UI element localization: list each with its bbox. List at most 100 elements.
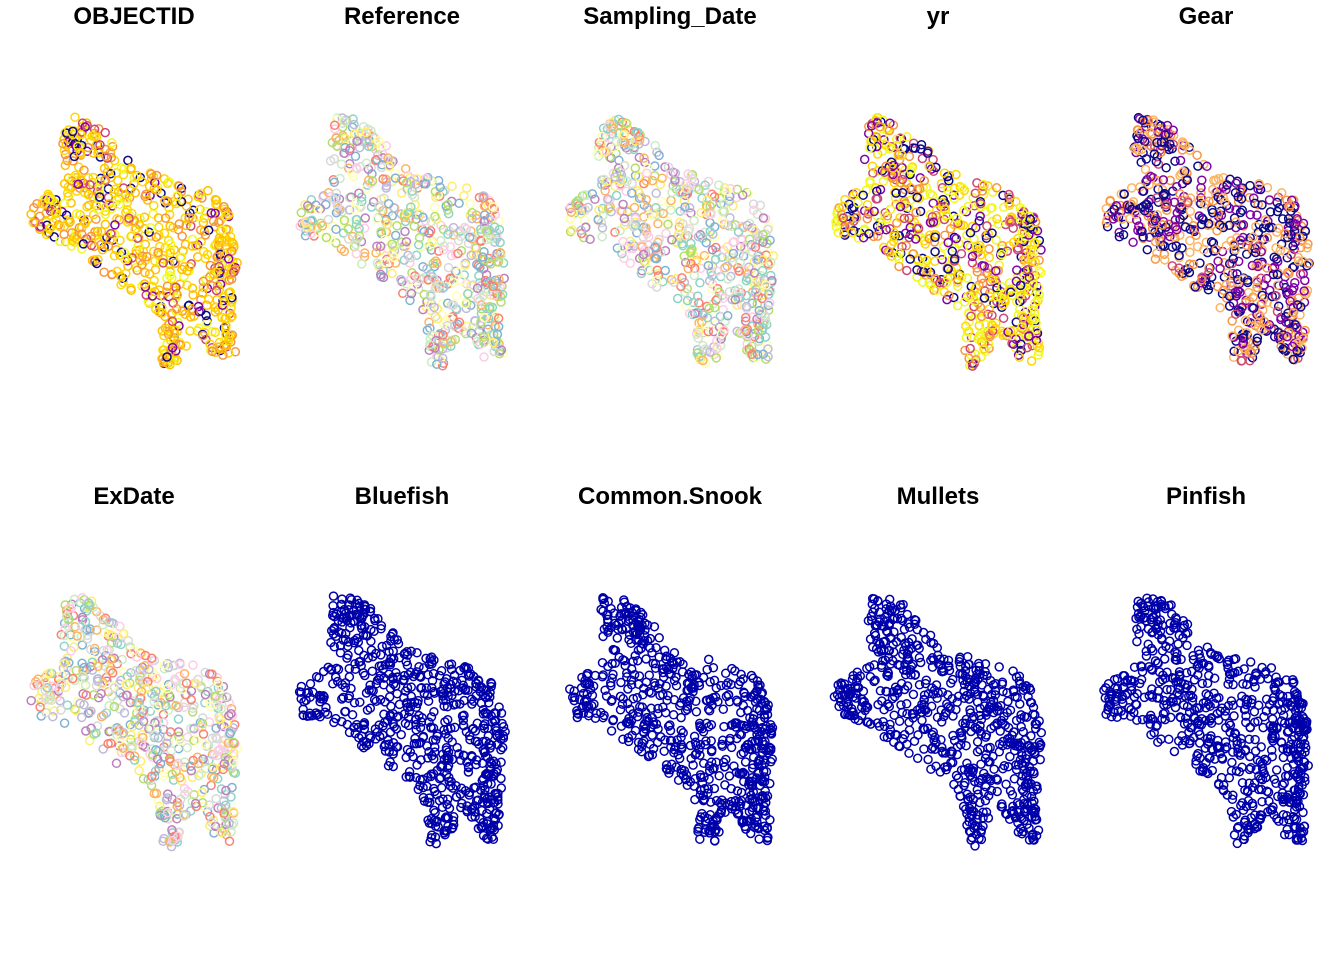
point-marker: [1273, 223, 1284, 234]
point-marker: [473, 823, 484, 834]
point-marker: [1213, 208, 1223, 219]
point-marker: [992, 283, 1002, 293]
point-marker: [1118, 230, 1129, 240]
point-marker: [897, 188, 908, 198]
point-marker: [669, 277, 679, 287]
point-marker: [1142, 199, 1152, 210]
point-marker: [1239, 343, 1250, 354]
point-marker: [416, 683, 426, 693]
point-marker: [752, 349, 763, 360]
point-marker: [205, 260, 216, 271]
point-marker: [477, 758, 488, 769]
point-marker: [359, 600, 370, 610]
point-marker: [91, 680, 102, 691]
point-marker: [359, 718, 370, 728]
point-marker: [62, 188, 73, 198]
point-marker: [358, 742, 369, 753]
point-marker: [439, 241, 449, 251]
point-marker: [331, 208, 342, 218]
point-marker: [1214, 220, 1225, 230]
point-marker: [100, 174, 110, 185]
point-marker: [204, 800, 214, 810]
point-marker: [1185, 206, 1196, 217]
point-marker: [94, 145, 104, 156]
point-marker: [1282, 267, 1293, 278]
point-marker: [125, 719, 136, 730]
point-marker: [1254, 179, 1264, 189]
point-marker: [169, 760, 180, 770]
point-marker: [443, 262, 454, 273]
point-marker: [328, 591, 339, 601]
point-marker: [576, 225, 586, 236]
point-marker: [1142, 244, 1153, 255]
point-marker: [411, 667, 422, 677]
point-marker: [166, 745, 177, 756]
point-marker: [219, 297, 230, 307]
point-marker: [122, 690, 132, 700]
point-marker: [473, 676, 484, 686]
point-marker: [493, 313, 504, 324]
point-marker: [197, 718, 208, 729]
point-marker: [651, 188, 661, 199]
point-marker: [102, 676, 112, 686]
point-marker: [618, 242, 628, 253]
point-marker: [361, 127, 371, 138]
point-marker: [426, 712, 437, 722]
point-marker: [343, 234, 354, 244]
point-marker: [438, 245, 449, 255]
point-marker: [138, 732, 148, 743]
point-marker: [380, 234, 390, 245]
point-marker: [396, 274, 406, 285]
point-marker: [831, 221, 842, 232]
point-marker: [26, 209, 36, 219]
point-marker: [922, 148, 933, 158]
point-marker: [167, 316, 178, 327]
point-marker: [94, 192, 105, 202]
point-marker: [104, 617, 114, 628]
point-marker: [80, 122, 90, 132]
point-marker: [55, 222, 66, 232]
point-marker: [1282, 253, 1293, 263]
point-marker: [163, 689, 174, 700]
point-marker: [486, 779, 496, 789]
point-marker: [146, 780, 157, 791]
point-marker: [452, 742, 462, 753]
point-marker: [440, 729, 451, 739]
point-marker: [354, 645, 364, 656]
point-marker: [355, 656, 366, 667]
point-marker: [1209, 175, 1219, 186]
point-marker: [162, 281, 173, 291]
point-marker: [326, 234, 336, 244]
point-marker: [610, 181, 620, 192]
point-marker: [392, 688, 402, 699]
point-marker: [707, 189, 717, 200]
point-marker: [897, 150, 907, 161]
point-marker: [93, 254, 103, 265]
point-marker: [139, 212, 150, 222]
point-marker: [450, 334, 461, 345]
point-marker: [680, 190, 691, 201]
point-marker: [649, 621, 660, 632]
point-marker: [384, 647, 394, 657]
point-marker: [971, 355, 981, 365]
point-marker: [363, 164, 374, 174]
point-marker: [226, 312, 236, 323]
point-marker: [383, 198, 394, 209]
point-map: [1101, 112, 1314, 366]
point-marker: [417, 713, 427, 723]
point-marker: [111, 244, 122, 255]
point-marker: [1197, 213, 1207, 223]
point-marker: [296, 681, 307, 692]
point-marker: [316, 691, 326, 702]
point-marker: [296, 207, 307, 218]
point-marker: [718, 293, 728, 304]
point-marker: [894, 155, 905, 165]
point-marker: [1203, 285, 1214, 295]
point-marker: [460, 260, 471, 270]
point-marker: [424, 717, 434, 727]
point-marker: [463, 761, 474, 772]
point-marker: [62, 700, 73, 710]
point-marker: [491, 726, 501, 736]
point-marker: [641, 168, 652, 178]
point-marker: [198, 246, 209, 257]
